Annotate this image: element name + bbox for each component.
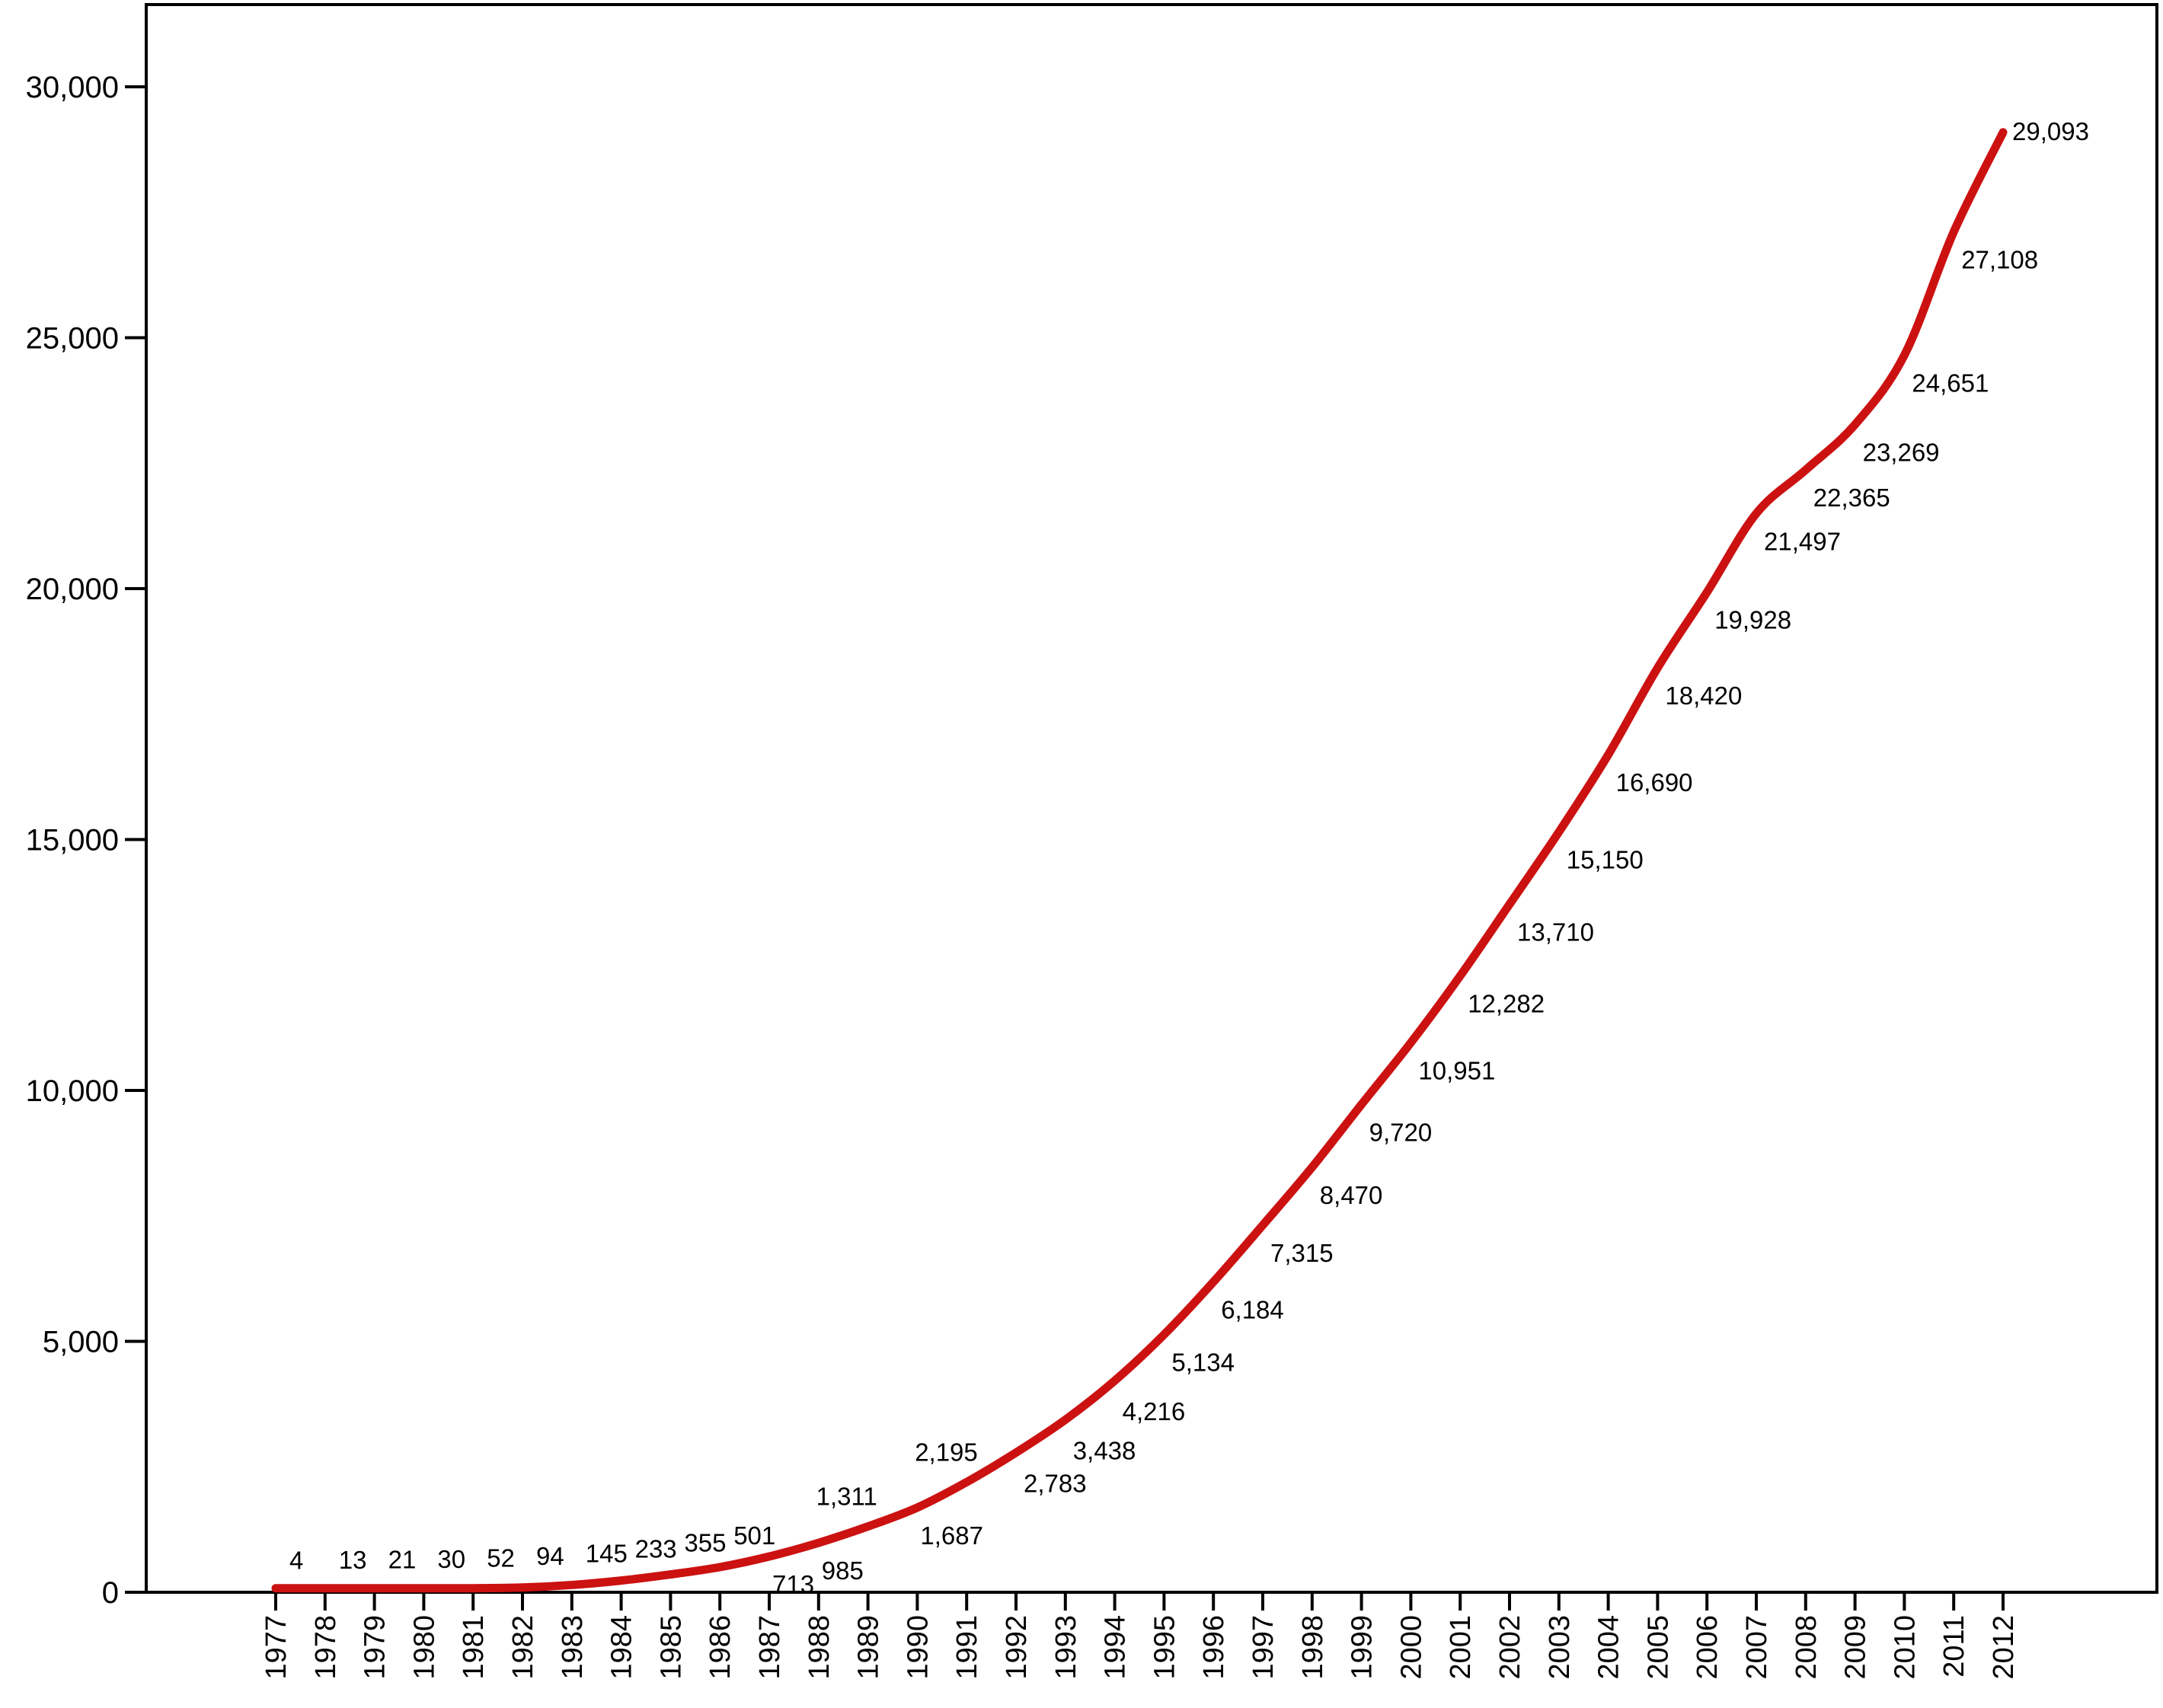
- series-line: [271, 128, 2008, 1593]
- data-label: 2,783: [1024, 1470, 1087, 1498]
- y-tick-label: 15,000: [26, 824, 119, 857]
- x-tick-label: 1989: [853, 1615, 885, 1680]
- x-tick-label: 1993: [1050, 1615, 1082, 1680]
- x-tick-label: 2003: [1544, 1615, 1576, 1680]
- x-tick-label: 1978: [310, 1615, 342, 1680]
- data-label: 1,311: [816, 1483, 877, 1511]
- data-label: 1,687: [920, 1521, 983, 1550]
- y-tick-label: 30,000: [26, 71, 119, 104]
- x-tick-label: 1995: [1149, 1615, 1181, 1680]
- y-axis: 0 5,000 10,000 15,000 20,000 25,000 30,000: [26, 71, 146, 1610]
- data-label: 985: [822, 1556, 864, 1585]
- x-tick-label: 1999: [1347, 1615, 1379, 1680]
- data-label: 10,951: [1418, 1056, 1495, 1084]
- x-tick-label: 1991: [951, 1615, 983, 1680]
- x-tick-label: 2001: [1445, 1615, 1477, 1680]
- data-label: 19,928: [1714, 606, 1791, 634]
- y-tick-label: 10,000: [26, 1074, 119, 1108]
- x-tick-label: 2005: [1642, 1615, 1674, 1680]
- data-label: 7,315: [1270, 1239, 1334, 1267]
- data-label: 5,134: [1171, 1349, 1235, 1377]
- x-tick-label: 2012: [1988, 1615, 2020, 1680]
- data-label: 9,720: [1369, 1118, 1433, 1146]
- x-tick-label: 1986: [704, 1615, 736, 1680]
- x-tick-label: 2002: [1494, 1615, 1526, 1680]
- x-tick-label: 2008: [1791, 1615, 1823, 1680]
- y-tick-label: 20,000: [26, 573, 119, 606]
- y-tick-label: 5,000: [43, 1326, 119, 1359]
- x-tick-label: 2006: [1692, 1615, 1724, 1680]
- data-label: 21,497: [1764, 527, 1841, 555]
- data-label: 12,282: [1468, 990, 1545, 1018]
- x-axis: 1977 1978 1979 1980 1981 1982 1983 1984 1985 1986…: [260, 1592, 2020, 1680]
- data-label: 23,269: [1863, 439, 1940, 467]
- data-label: 29,093: [2012, 117, 2089, 145]
- x-tick-label: 1984: [606, 1615, 638, 1680]
- x-tick-label: 1992: [1001, 1615, 1033, 1680]
- data-label: 355: [684, 1529, 726, 1557]
- x-tick-label: 1990: [902, 1615, 934, 1680]
- x-tick-label: 1977: [260, 1615, 292, 1680]
- data-label: 13: [339, 1546, 367, 1574]
- data-label: 30: [437, 1545, 465, 1573]
- data-label: 18,420: [1665, 682, 1742, 710]
- data-label: 4: [289, 1547, 303, 1575]
- data-label: 21: [388, 1546, 417, 1574]
- data-label: 145: [586, 1539, 628, 1567]
- data-labels: 4 13 21 30 52 94 145 233 355 501 713 985 1,311 1,687 2…: [289, 117, 2089, 1598]
- data-label: 16,690: [1616, 768, 1693, 797]
- plot-frame: [145, 3, 2158, 1594]
- x-tick-label: 1979: [359, 1615, 391, 1680]
- data-label: 13,710: [1517, 918, 1594, 947]
- x-tick-label: 2011: [1938, 1615, 1970, 1678]
- x-tick-label: 1982: [507, 1615, 539, 1680]
- x-tick-label: 1998: [1297, 1615, 1329, 1680]
- x-tick-label: 1997: [1248, 1615, 1280, 1680]
- x-tick-label: 1996: [1198, 1615, 1230, 1680]
- x-tick-label: 1983: [557, 1615, 589, 1680]
- data-label: 8,470: [1320, 1181, 1383, 1209]
- data-label: 4,216: [1123, 1397, 1186, 1425]
- data-label: 22,365: [1813, 484, 1890, 512]
- x-tick-label: 1988: [804, 1615, 835, 1680]
- y-tick-label: 25,000: [26, 322, 119, 356]
- x-tick-label: 1985: [655, 1615, 687, 1680]
- x-tick-label: 2010: [1889, 1615, 1921, 1680]
- x-tick-label: 2007: [1741, 1615, 1773, 1680]
- x-tick-label: 2000: [1395, 1615, 1427, 1680]
- x-tick-label: 1994: [1100, 1615, 1132, 1680]
- data-label: 2,195: [915, 1438, 978, 1466]
- data-label: 6,184: [1221, 1295, 1284, 1323]
- data-label: 233: [635, 1535, 677, 1563]
- x-tick-label: 1981: [458, 1615, 490, 1680]
- data-label: 3,438: [1073, 1436, 1136, 1464]
- data-label: 713: [772, 1570, 814, 1598]
- x-tick-label: 2004: [1593, 1615, 1625, 1680]
- x-tick-label: 1980: [408, 1615, 440, 1680]
- x-tick-label: 1987: [754, 1615, 786, 1680]
- data-label: 27,108: [1961, 246, 2038, 274]
- data-label: 501: [733, 1521, 775, 1550]
- data-label: 94: [536, 1542, 564, 1570]
- y-tick-label: 0: [102, 1576, 119, 1610]
- x-tick-label: 2009: [1840, 1615, 1872, 1680]
- data-label: 15,150: [1567, 846, 1644, 874]
- data-label: 52: [487, 1544, 515, 1572]
- data-label: 24,651: [1912, 369, 1989, 397]
